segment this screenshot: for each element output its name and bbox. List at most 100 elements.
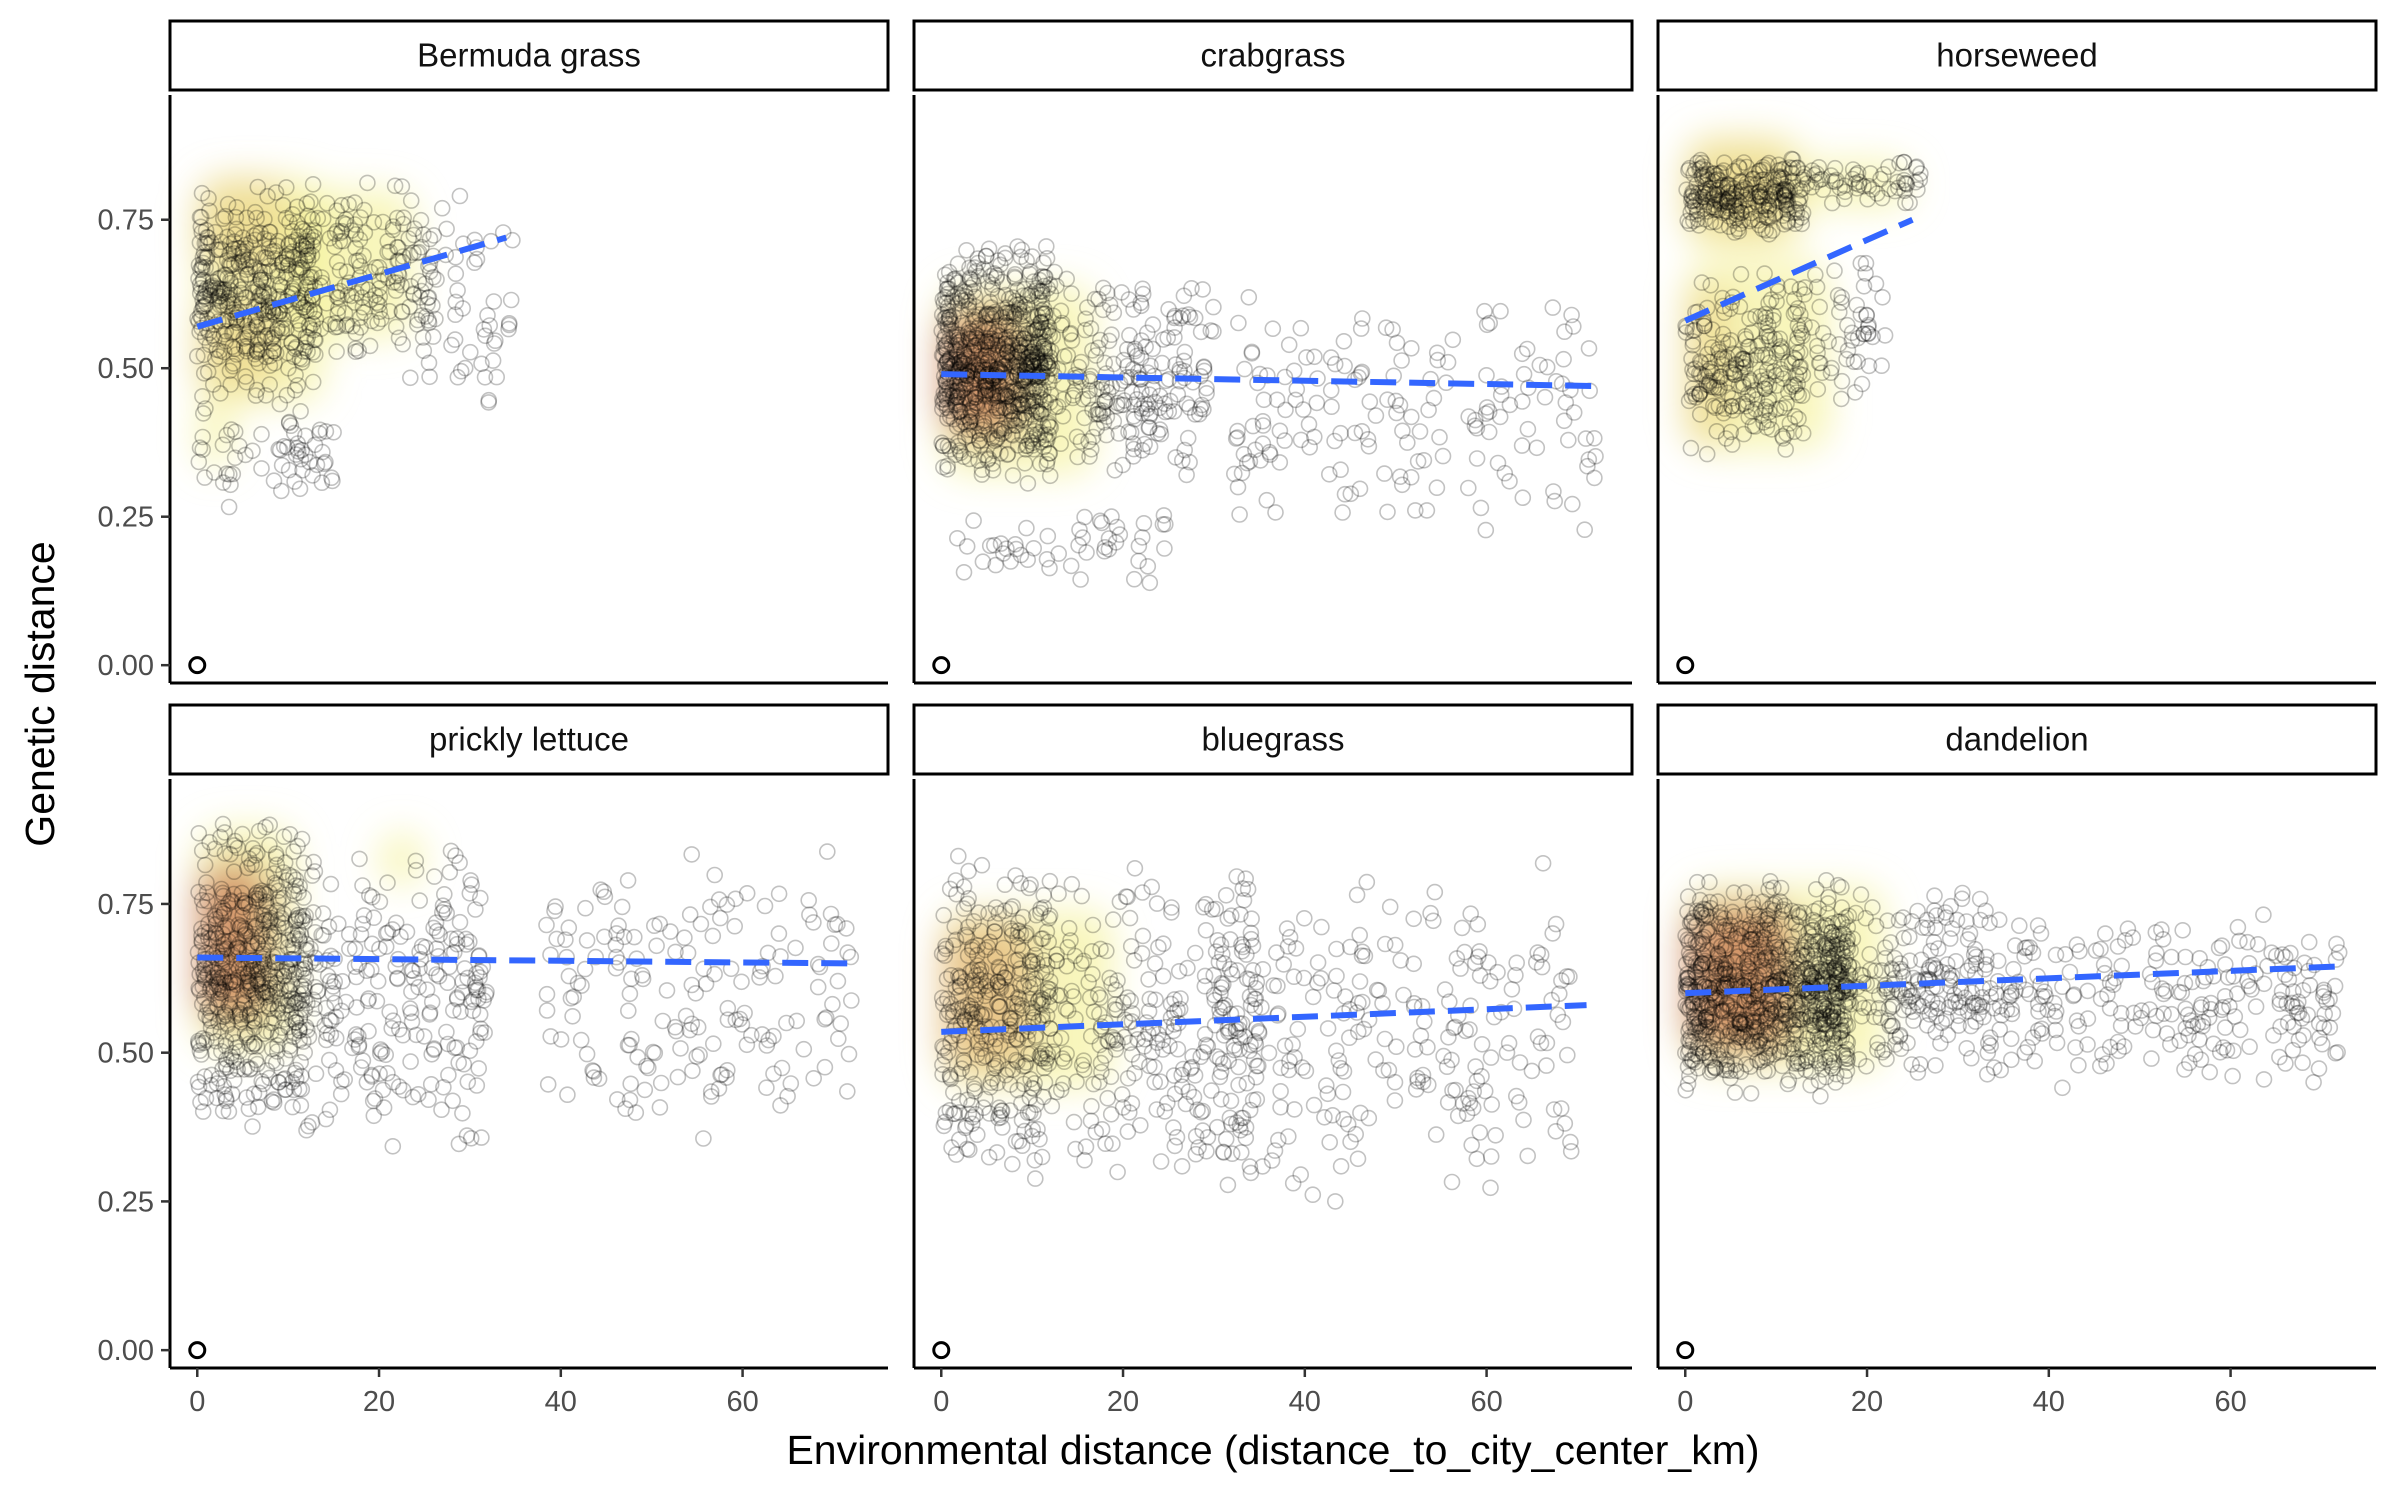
data-point [1468,1072,1486,1090]
data-point [356,224,374,241]
data-point [215,281,233,298]
data-point [440,1066,457,1084]
data-point [405,286,423,303]
data-point [258,274,275,291]
data-point [405,285,422,302]
data-point [226,323,243,341]
data-point [249,336,266,354]
origin-point [188,1341,207,1360]
data-point [1515,365,1533,383]
data-point [967,389,984,406]
data-point [241,258,259,276]
origin-point [1676,656,1695,675]
data-point [195,244,213,261]
data-point [1003,412,1021,429]
data-point [272,482,290,500]
data-point [238,340,256,357]
data-point [1277,401,1294,419]
data-point [935,384,953,402]
data-point [307,1065,325,1082]
data-point [473,355,490,373]
data-point [251,287,268,304]
data-point [235,338,253,355]
data-point [1240,288,1258,306]
data-point [1219,1176,1237,1194]
data-point [237,368,254,385]
data-point [968,336,986,354]
data-point [1032,423,1049,441]
data-point [1464,1099,1482,1117]
data-point [1260,1044,1278,1062]
data-point [248,316,266,334]
data-point [250,296,267,314]
data-point [984,306,1002,323]
data-point [195,346,213,364]
data-point [409,311,427,329]
data-point [940,311,957,329]
data-point [470,1060,488,1077]
data-point [271,276,289,294]
data-point [328,253,346,271]
data-point [977,346,995,364]
data-point [949,255,967,273]
data-point [225,295,242,313]
data-point [1038,550,1056,568]
data-point [416,275,434,293]
data-point [298,236,316,253]
data-point [1006,357,1023,375]
data-point [231,239,248,257]
data-point [617,1100,634,1117]
data-point [291,480,309,498]
data-point [461,343,479,361]
data-point [317,423,335,440]
data-point [402,1053,419,1070]
data-point [190,256,208,274]
data-point [297,328,315,345]
data-point [291,251,309,269]
data-point [945,288,963,306]
data-point [260,223,278,241]
data-point [500,316,518,334]
data-point [1305,1096,1323,1114]
data-point [1229,478,1247,496]
data-point [224,324,242,341]
data-point [1155,935,1172,953]
data-point [966,337,984,354]
x-tick-label: 60 [726,1386,758,1418]
origin-point [932,1341,951,1360]
data-point [207,350,224,368]
data-point [285,275,303,293]
data-point [388,238,406,256]
data-point [227,309,244,327]
data-point [945,270,963,288]
data-point [406,220,423,237]
data-point [1065,1113,1083,1131]
data-point [1555,412,1573,430]
data-point [949,274,967,291]
data-point [421,263,439,281]
data-point [623,970,640,988]
data-point [329,318,347,336]
data-point [353,289,371,306]
data-point [275,311,293,328]
data-point [955,448,973,466]
data-point [1067,1140,1084,1158]
data-point [346,194,364,211]
data-point [480,394,497,411]
data-point [266,250,284,267]
data-point [412,211,430,229]
data-point [934,291,952,308]
data-point [1130,552,1147,570]
data-point [384,1138,402,1155]
data-point [260,286,278,304]
data-point [1032,313,1050,331]
data-point [287,338,305,356]
data-point [249,330,267,348]
data-point [306,331,323,348]
data-point [193,208,210,226]
data-point [1000,353,1018,371]
data-point [336,304,354,322]
data-point [704,927,722,945]
data-point [1874,288,1891,306]
data-point [939,274,956,291]
